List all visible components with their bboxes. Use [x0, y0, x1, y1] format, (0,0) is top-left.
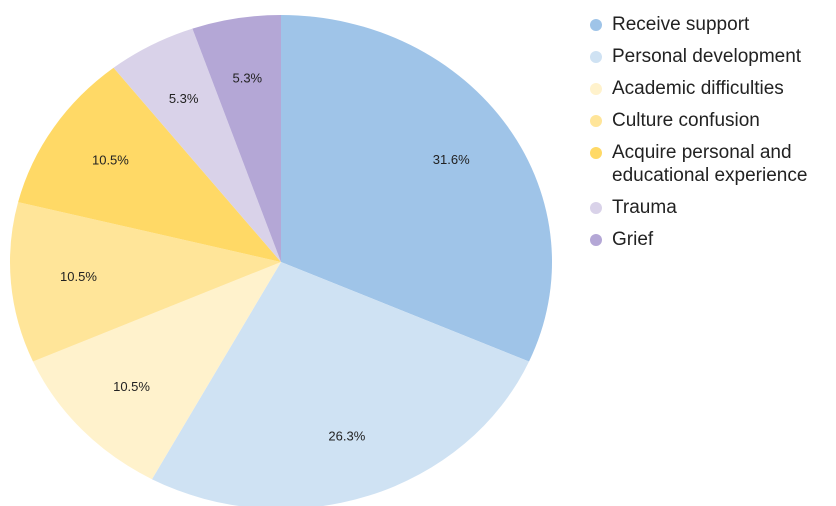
legend-item: Grief	[588, 228, 832, 251]
legend-label: Grief	[612, 229, 654, 250]
legend-item: Trauma	[588, 196, 832, 219]
pie-slice	[151, 262, 530, 506]
legend-label: Culture confusion	[612, 110, 760, 131]
legend-swatch	[590, 19, 602, 31]
slice-label: 5.3%	[232, 71, 262, 86]
legend-label: Acquire personal and educational experie…	[612, 142, 808, 186]
legend-swatch	[590, 51, 602, 63]
slice-label: 10.5%	[113, 379, 150, 394]
legend-item: Culture confusion	[588, 109, 832, 132]
slice-label: 26.3%	[328, 429, 365, 444]
legend-swatch	[590, 202, 602, 214]
pie-slice	[10, 202, 282, 362]
slice-label: 5.3%	[169, 91, 199, 106]
legend-label: Trauma	[612, 197, 677, 218]
legend-label: Academic difficulties	[612, 78, 784, 99]
legend: Receive support Personal development Acade…	[588, 13, 832, 260]
legend-item: Personal development	[588, 45, 832, 68]
legend-swatch	[590, 234, 602, 246]
slice-label: 10.5%	[60, 269, 97, 284]
pie-slice	[32, 262, 282, 480]
legend-item: Acquire personal and educational experie…	[588, 141, 832, 187]
pie-slice	[18, 67, 281, 262]
legend-item: Academic difficulties	[588, 77, 832, 100]
pie-slice	[281, 15, 552, 362]
legend-label: Personal development	[612, 46, 802, 67]
slice-label: 31.6%	[433, 152, 470, 167]
legend-label: Receive support	[612, 14, 750, 35]
legend-swatch	[590, 147, 602, 159]
legend-swatch	[590, 115, 602, 127]
legend-swatch	[590, 83, 602, 95]
legend-item: Receive support	[588, 13, 832, 36]
pie-slice	[113, 28, 281, 262]
slice-label: 10.5%	[92, 153, 129, 168]
pie-slice	[192, 15, 281, 262]
